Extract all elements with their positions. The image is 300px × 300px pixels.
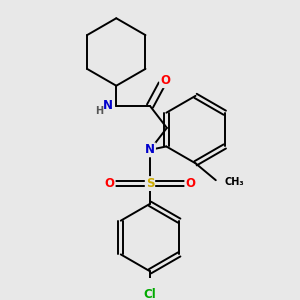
Text: N: N: [103, 100, 113, 112]
Text: S: S: [146, 177, 154, 190]
Text: O: O: [104, 177, 115, 190]
Text: O: O: [185, 177, 196, 190]
Text: CH₃: CH₃: [224, 177, 244, 187]
Text: N: N: [145, 143, 155, 156]
Text: O: O: [160, 74, 170, 87]
Text: Cl: Cl: [144, 288, 156, 300]
Text: H: H: [95, 106, 103, 116]
